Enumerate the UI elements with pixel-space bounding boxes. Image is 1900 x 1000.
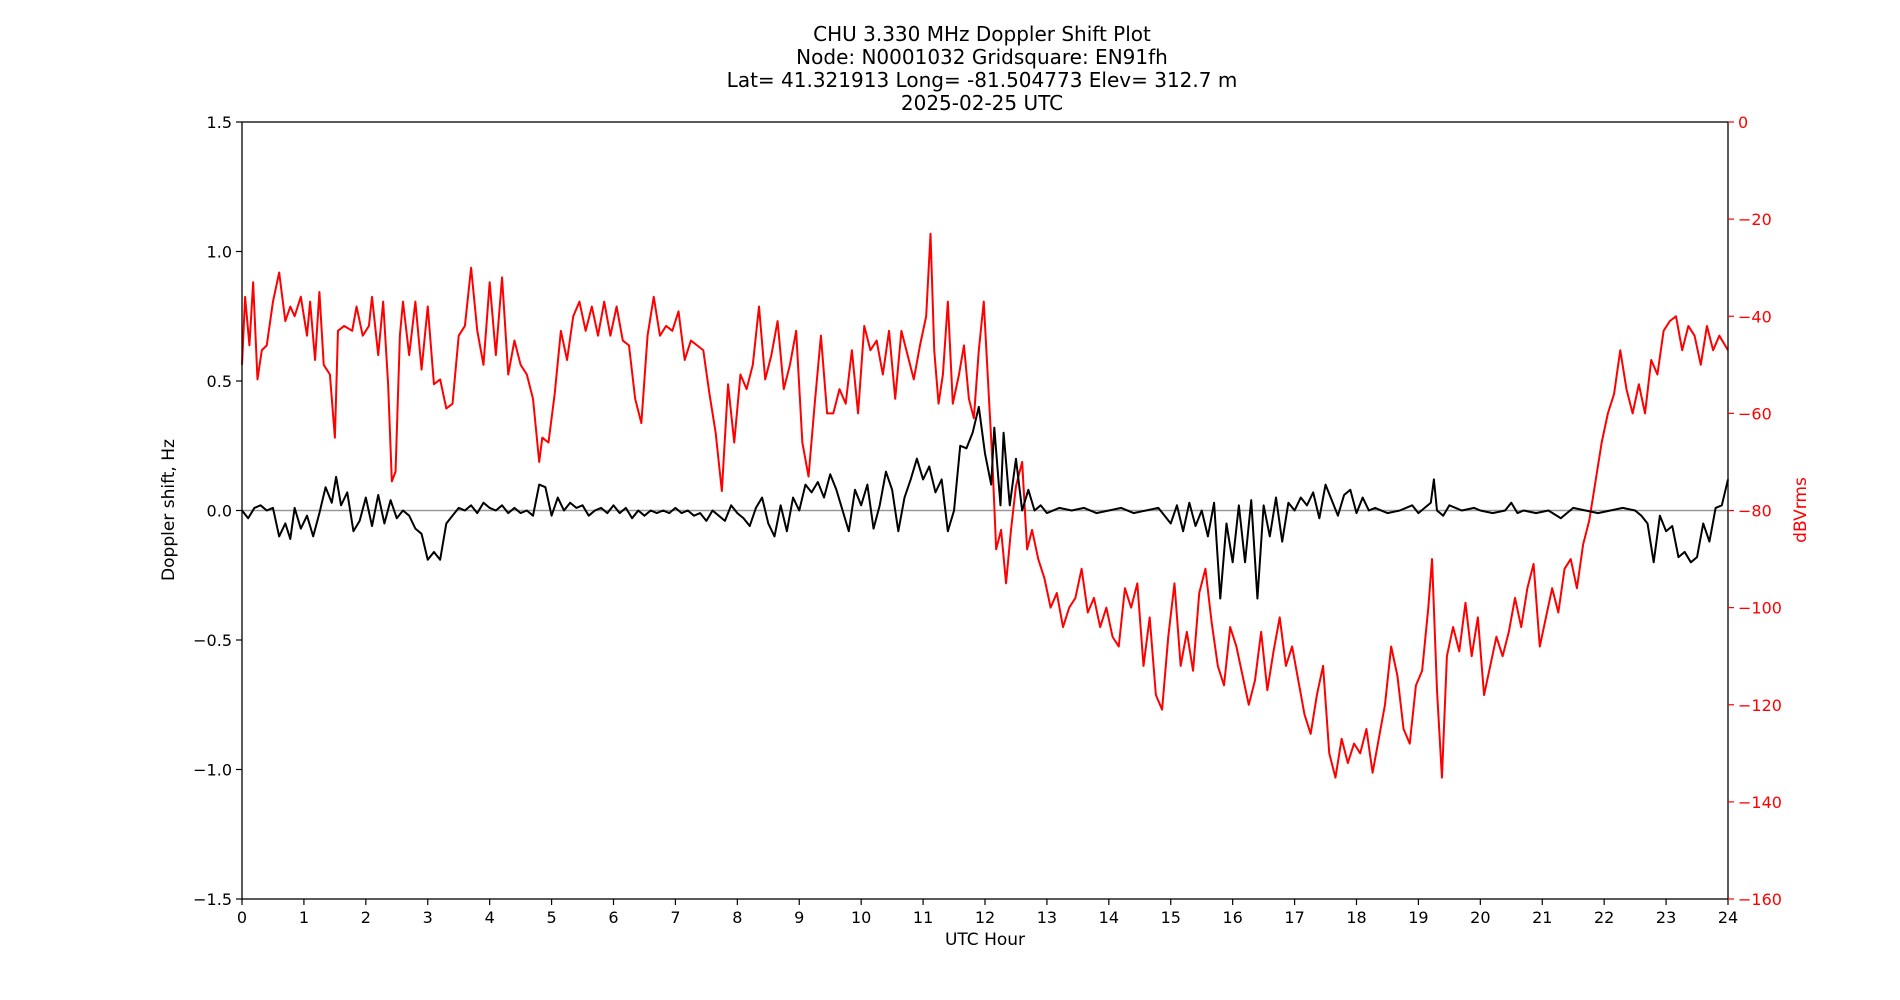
y-axis-right-label: dBVrms bbox=[1791, 477, 1811, 543]
x-tick-label: 21 bbox=[1532, 908, 1552, 927]
y-right-tick-label: −140 bbox=[1738, 793, 1782, 812]
x-tick-label: 8 bbox=[732, 908, 742, 927]
x-tick-label: 14 bbox=[1099, 908, 1119, 927]
y-left-tick-label: −1.0 bbox=[193, 761, 232, 780]
x-tick-label: 4 bbox=[485, 908, 495, 927]
y-right-tick-label: −80 bbox=[1738, 502, 1772, 521]
y-right-tick-label: −60 bbox=[1738, 404, 1772, 423]
y-left-tick-label: −1.5 bbox=[193, 890, 232, 909]
y-left-tick-label: −0.5 bbox=[193, 631, 232, 650]
y-right-tick-label: −100 bbox=[1738, 599, 1782, 618]
y-right-tick-label: −120 bbox=[1738, 696, 1782, 715]
x-tick-label: 3 bbox=[423, 908, 433, 927]
x-tick-label: 6 bbox=[608, 908, 618, 927]
y-right-tick-label: −160 bbox=[1738, 890, 1782, 909]
title-line-1: CHU 3.330 MHz Doppler Shift Plot bbox=[813, 22, 1151, 46]
x-axis: 0 1 2 3 4 5 6 7 8 9 10 11 12 13 14 15 16 17 18 19 20 21 22 23 24 bbox=[237, 899, 1738, 927]
y-left-tick-label: 1.0 bbox=[207, 243, 232, 262]
x-tick-label: 16 bbox=[1222, 908, 1242, 927]
y-axis-left: 1.5 1.0 0.5 0.0 −0.5 −1.0 −1.5 bbox=[193, 113, 242, 909]
x-tick-label: 22 bbox=[1594, 908, 1614, 927]
x-tick-label: 7 bbox=[670, 908, 680, 927]
x-tick-label: 0 bbox=[237, 908, 247, 927]
x-axis-label: UTC Hour bbox=[945, 930, 1025, 950]
x-tick-label: 2 bbox=[361, 908, 371, 927]
x-tick-label: 17 bbox=[1284, 908, 1304, 927]
x-tick-label: 12 bbox=[975, 908, 995, 927]
y-left-tick-label: 0.0 bbox=[207, 502, 232, 521]
y-right-tick-label: 0 bbox=[1738, 113, 1748, 132]
x-tick-label: 19 bbox=[1408, 908, 1428, 927]
x-tick-label: 15 bbox=[1161, 908, 1181, 927]
y-left-tick-label: 0.5 bbox=[207, 372, 232, 391]
x-tick-label: 18 bbox=[1346, 908, 1366, 927]
x-tick-label: 5 bbox=[546, 908, 556, 927]
title-line-4: 2025-02-25 UTC bbox=[901, 91, 1063, 115]
title-line-2: Node: N0001032 Gridsquare: EN91fh bbox=[796, 45, 1168, 69]
x-tick-label: 20 bbox=[1470, 908, 1490, 927]
y-axis-left-label: Doppler shift, Hz bbox=[159, 439, 179, 581]
y-left-tick-label: 1.5 bbox=[207, 113, 232, 132]
series-layer bbox=[241, 232, 1729, 779]
x-tick-label: 10 bbox=[851, 908, 871, 927]
x-tick-label: 9 bbox=[794, 908, 804, 927]
chart-title: CHU 3.330 MHz Doppler Shift Plot Node: N… bbox=[727, 22, 1238, 115]
y-right-tick-label: −40 bbox=[1738, 307, 1772, 326]
x-tick-label: 24 bbox=[1718, 908, 1738, 927]
x-tick-label: 13 bbox=[1037, 908, 1057, 927]
title-line-3: Lat= 41.321913 Long= -81.504773 Elev= 31… bbox=[727, 68, 1238, 92]
x-tick-label: 11 bbox=[913, 908, 933, 927]
series-line-power bbox=[241, 232, 1729, 779]
x-tick-label: 23 bbox=[1656, 908, 1676, 927]
y-right-tick-label: −20 bbox=[1738, 210, 1772, 229]
y-axis-right: 0 −20 −40 −60 −80 −100 −120 −140 −160 bbox=[1728, 113, 1782, 909]
x-tick-label: 1 bbox=[299, 908, 309, 927]
series-line-doppler bbox=[241, 405, 1729, 600]
